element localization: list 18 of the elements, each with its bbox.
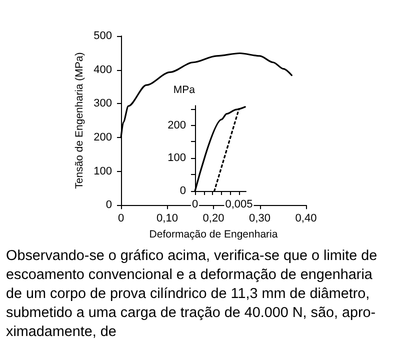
text: Observando-se o gráfico acima, verifica-se que o limite de escoamento convencional e a deformação de engenharia de um corpo de prova cilíndrico de 11,3 mm de diâmetro, submetido a uma carga de tração de 40.000 N, são, apro- ximadamente, de: [6, 247, 378, 342]
y-tick-label: 400: [94, 64, 112, 76]
x-axis-title: Deformação de Engenharia: [149, 228, 278, 240]
x-tick-label: 0: [118, 212, 124, 225]
y-tick-label: 500: [94, 30, 112, 42]
x-tick-label: 0,40: [295, 212, 317, 225]
x-tick-label: 0,005: [225, 198, 253, 210]
y-tick-label: 0: [180, 185, 186, 197]
y-tick-label: 100: [168, 152, 186, 164]
y-tick-label: 200: [94, 131, 112, 144]
x-tick-label: 0,20: [202, 212, 224, 225]
x-tick-label: 0,30: [249, 212, 270, 225]
x-tick-label: 0,10: [156, 212, 178, 225]
y-tick-label: 200: [168, 119, 186, 132]
y-axis-title: Tensão de Engenharia (MPa): [74, 52, 86, 189]
y-tick-label: 300: [94, 98, 112, 110]
y-axis-title: MPa: [173, 84, 196, 96]
y-tick-label: 100: [94, 165, 112, 178]
